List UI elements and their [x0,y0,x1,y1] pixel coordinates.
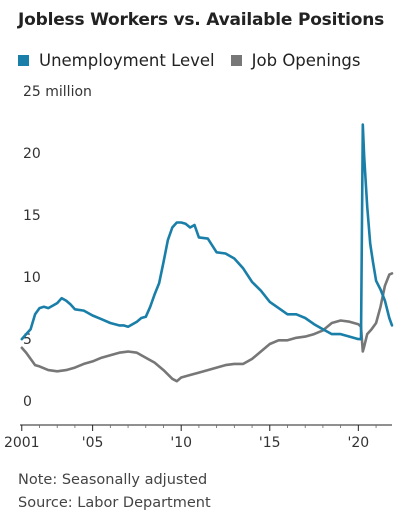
chart-title: Jobless Workers vs. Available Positions [18,10,385,30]
y-tick-label: 25 million [23,84,92,100]
x-tick-label: '10 [170,435,192,451]
y-tick-label: 10 [23,270,41,286]
y-tick-label: 20 [23,146,41,162]
legend-swatch-job-openings [230,55,242,66]
chart-legend: Unemployment Level Job Openings [18,51,377,70]
y-tick-label: 0 [23,394,32,410]
legend-label-job-openings: Job Openings [251,51,361,70]
series-line-unemployment [20,123,394,341]
y-tick-label: 15 [23,208,41,224]
legend-label-unemployment: Unemployment Level [39,51,215,70]
y-tick-label: 5 [23,332,32,348]
legend-item-unemployment: Unemployment Level [18,51,215,70]
chart-source: Source: Labor Department [18,495,211,511]
x-tick-label: '20 [348,435,370,451]
x-tick-label: '15 [259,435,281,451]
series-line-job-openings [20,272,394,383]
chart-note: Note: Seasonally adjusted [18,472,208,488]
legend-item-job-openings: Job Openings [230,51,361,70]
x-tick-label: '05 [82,435,104,451]
legend-swatch-unemployment [18,55,29,66]
x-tick-label: 2001 [4,435,40,451]
